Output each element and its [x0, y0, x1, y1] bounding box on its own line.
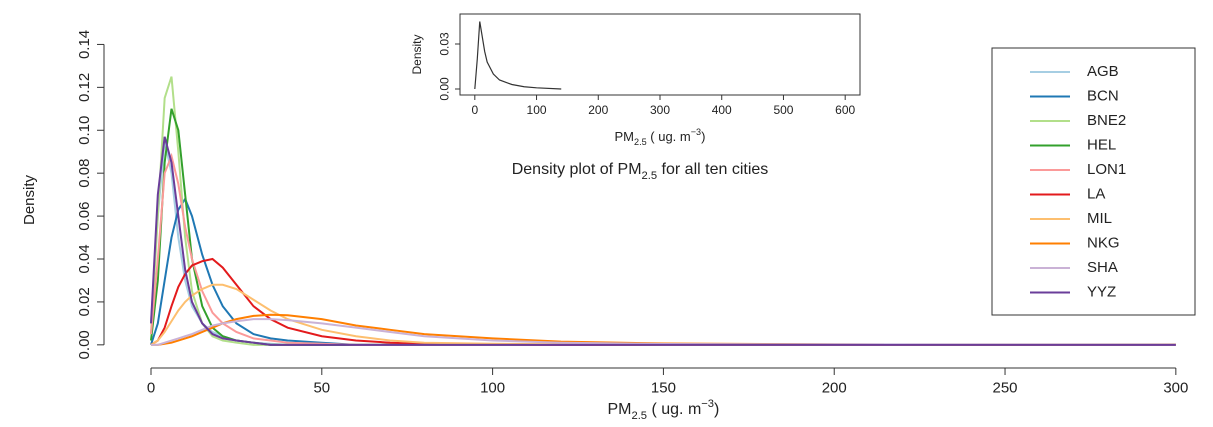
plot-frame — [459, 13, 861, 96]
density-line — [150, 318, 1176, 346]
x-tick-label: 0 — [471, 103, 478, 117]
legend-label: MIL — [1087, 210, 1112, 227]
chart-title: Density plot of PM2.5 for all ten cities — [512, 161, 769, 182]
text-part: PM — [615, 129, 635, 144]
legend-label: LA — [1087, 185, 1105, 202]
text-part: −3 — [701, 398, 714, 410]
legend-label: HEL — [1087, 136, 1116, 153]
legend-box — [991, 47, 1196, 316]
text-part: 2.5 — [642, 170, 658, 182]
x-tick-label: 400 — [712, 103, 732, 117]
text-part: PM — [607, 401, 631, 418]
x-tick-label: 200 — [822, 379, 847, 396]
text-part: −3 — [691, 127, 701, 137]
text-part: ( ug. m — [647, 129, 691, 144]
x-tick-label: 50 — [313, 379, 330, 396]
text-part: for all ten cities — [657, 161, 768, 178]
text-part: ) — [714, 401, 719, 418]
y-axis-label: Density — [21, 174, 38, 225]
legend-label: YYZ — [1087, 283, 1116, 300]
legend-label: SHA — [1087, 259, 1118, 276]
density-line — [474, 21, 562, 90]
legend-label: LON1 — [1087, 161, 1126, 178]
x-tick-label: 300 — [1163, 379, 1188, 396]
x-tick-label: 500 — [773, 103, 793, 117]
text-part: 2.5 — [634, 137, 647, 147]
legend-label: NKG — [1087, 234, 1120, 251]
x-tick-label: 100 — [480, 379, 505, 396]
density-line — [149, 136, 1176, 346]
x-tick-label: 0 — [147, 379, 155, 396]
text-part: ) — [701, 129, 705, 144]
y-tick-label: 0.04 — [76, 244, 93, 273]
y-tick-label: 0.10 — [76, 116, 93, 145]
y-tick-label: 0.02 — [76, 287, 93, 316]
x-tick-label: 250 — [993, 379, 1018, 396]
y-tick-label: 0.03 — [438, 32, 452, 56]
y-tick-label: 0.08 — [76, 159, 93, 188]
x-tick-label: 600 — [835, 103, 855, 117]
x-axis-label: PM2.5 ( ug. m−3) — [615, 127, 706, 147]
legend-label: BCN — [1087, 87, 1119, 104]
text-part: 2.5 — [631, 410, 647, 422]
density-line — [150, 313, 1176, 346]
x-tick-label: 300 — [650, 103, 670, 117]
text-part: ( ug. m — [647, 401, 701, 418]
y-tick-label: 0.00 — [76, 330, 93, 359]
y-tick-label: 0.14 — [76, 30, 93, 59]
y-tick-label: 0.06 — [76, 201, 93, 230]
y-axis-label: Density — [410, 34, 424, 74]
legend-label: BNE2 — [1087, 112, 1126, 129]
y-tick-label: 0.12 — [76, 73, 93, 102]
x-axis-label: PM2.5 ( ug. m−3) — [607, 398, 719, 422]
x-tick-label: 200 — [588, 103, 608, 117]
y-tick-label: 0.00 — [438, 77, 452, 101]
legend-label: AGB — [1087, 63, 1119, 80]
x-tick-label: 100 — [527, 103, 547, 117]
text-part: Density plot of PM — [512, 161, 642, 178]
x-tick-label: 150 — [651, 379, 676, 396]
